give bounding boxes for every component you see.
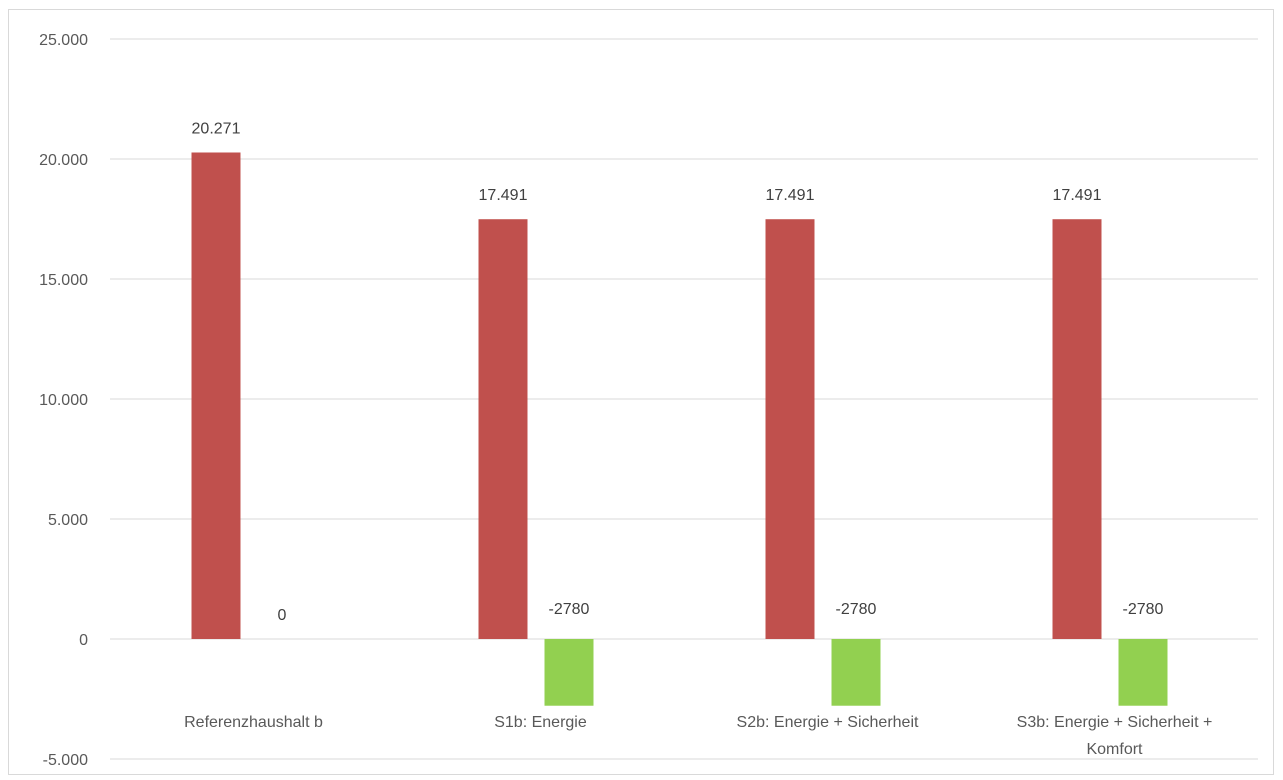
data-label: -2780: [836, 601, 877, 618]
data-label: 17.491: [1053, 187, 1102, 204]
data-label: -2780: [549, 601, 590, 618]
bar: [765, 219, 815, 639]
data-label: 20.271: [192, 120, 241, 137]
y-tick-label: 20.000: [39, 152, 88, 169]
data-label: -2780: [1123, 601, 1164, 618]
bar: [191, 152, 241, 639]
data-label: 0: [278, 607, 287, 624]
data-labels: 20.271 17.491 17.491 17.491 0 -2780 -2780 -2780: [192, 120, 1164, 624]
y-tick-label: -5.000: [43, 752, 88, 769]
data-label: 17.491: [479, 187, 528, 204]
bar: [1118, 639, 1168, 706]
y-axis-tick-labels: 25.000 20.000 15.000 10.000 5.000 0 -5.000: [39, 32, 88, 769]
y-tick-label: 25.000: [39, 32, 88, 49]
bar: [831, 639, 881, 706]
category-label: S3b: Energie + Sicherheit +: [1017, 714, 1213, 731]
y-tick-label: 0: [79, 632, 88, 649]
y-tick-label: 10.000: [39, 392, 88, 409]
bar: [1052, 219, 1102, 639]
bar: [478, 219, 528, 639]
category-label: S2b: Energie + Sicherheit: [737, 714, 919, 731]
data-label: 17.491: [766, 187, 815, 204]
x-axis-category-labels: Referenzhaushalt b S1b: Energie S2b: Energ…: [184, 714, 1212, 758]
y-tick-label: 15.000: [39, 272, 88, 289]
category-label: Referenzhaushalt b: [184, 714, 323, 731]
category-label: Komfort: [1086, 741, 1143, 758]
y-tick-label: 5.000: [48, 512, 88, 529]
bar: [544, 639, 594, 706]
bars: [191, 152, 1168, 706]
category-label: S1b: Energie: [494, 714, 587, 731]
